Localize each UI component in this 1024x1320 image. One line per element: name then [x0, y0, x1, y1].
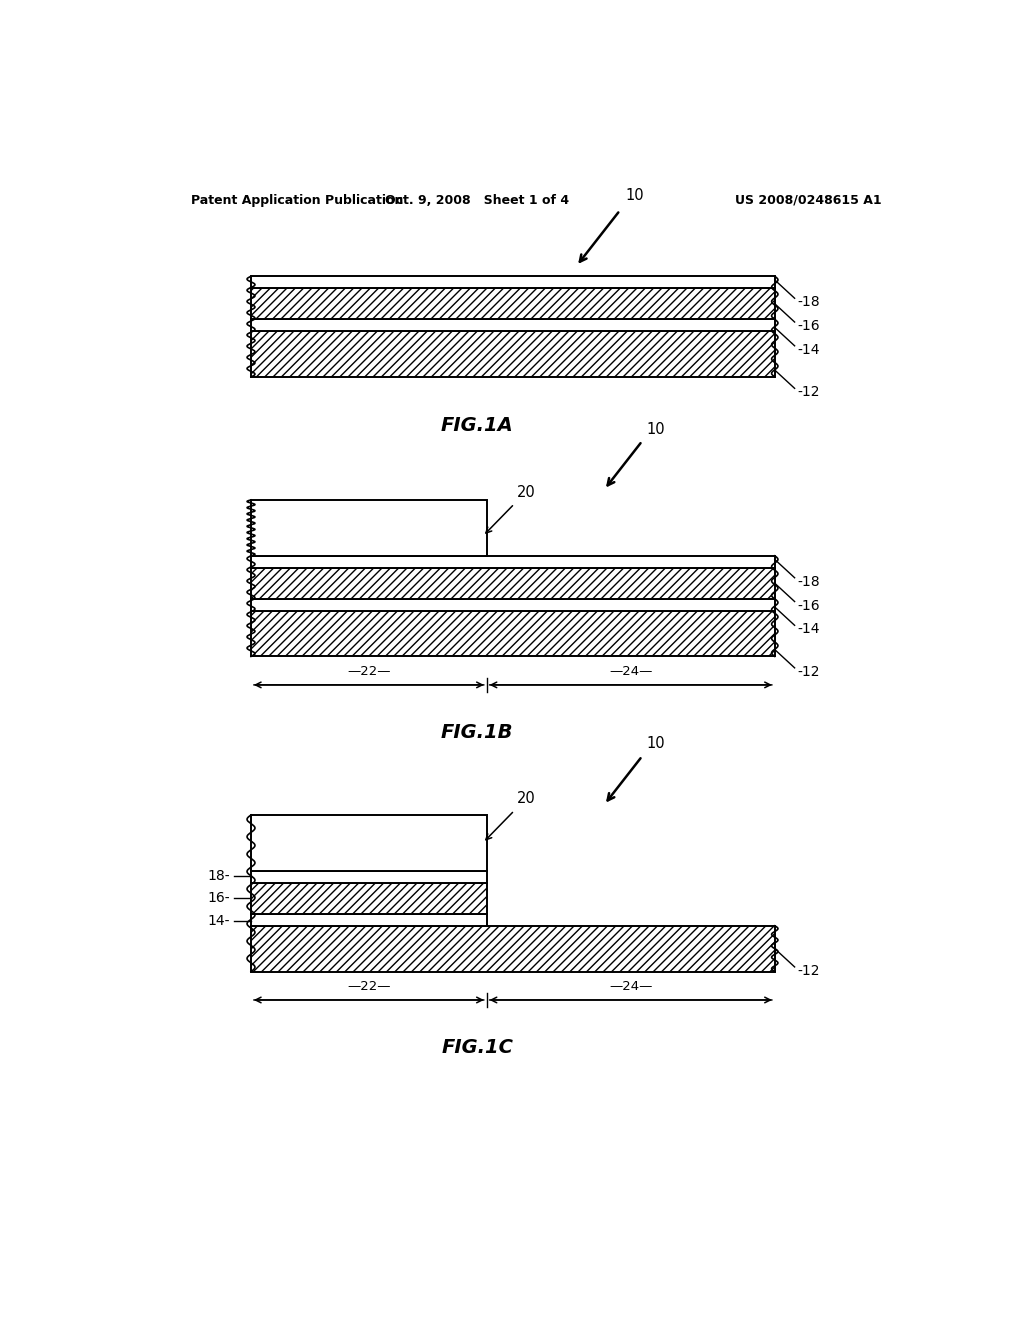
Text: -14: -14	[797, 623, 819, 636]
Text: 20: 20	[517, 484, 536, 500]
Bar	[251, 556, 775, 568]
Text: -14: -14	[797, 343, 819, 356]
Text: FIG.1C: FIG.1C	[441, 1038, 513, 1056]
Text: Oct. 9, 2008   Sheet 1 of 4: Oct. 9, 2008 Sheet 1 of 4	[385, 194, 569, 207]
Bar	[251, 568, 775, 598]
Text: —22—: —22—	[347, 979, 390, 993]
Text: Patent Application Publication: Patent Application Publication	[191, 194, 403, 207]
Bar	[251, 883, 486, 913]
Text: —24—: —24—	[609, 979, 652, 993]
Text: 18-: 18-	[207, 869, 229, 883]
Text: 16-: 16-	[207, 891, 229, 906]
Bar	[251, 871, 486, 883]
Text: US 2008/0248615 A1: US 2008/0248615 A1	[735, 194, 882, 207]
Text: FIG.1A: FIG.1A	[440, 416, 514, 434]
Bar	[251, 276, 775, 289]
Text: -18: -18	[797, 574, 819, 589]
Text: 14-: 14-	[207, 913, 229, 928]
Text: -16: -16	[797, 319, 819, 333]
Bar	[251, 925, 775, 972]
Bar	[251, 319, 775, 331]
Text: FIG.1B: FIG.1B	[441, 722, 513, 742]
Bar	[251, 331, 775, 378]
Text: -18: -18	[797, 296, 819, 309]
Bar	[251, 289, 775, 319]
Bar	[251, 598, 775, 611]
Text: —22—: —22—	[347, 665, 390, 677]
Bar	[251, 814, 486, 871]
Text: —24—: —24—	[609, 665, 652, 677]
Text: -16: -16	[797, 598, 819, 612]
Bar	[251, 913, 486, 925]
Text: -12: -12	[797, 385, 819, 400]
Text: 10: 10	[626, 189, 644, 203]
Text: -12: -12	[797, 964, 819, 978]
Text: -12: -12	[797, 665, 819, 678]
Text: 10: 10	[646, 422, 665, 437]
Text: 10: 10	[646, 737, 665, 751]
Bar	[251, 500, 486, 556]
Text: 20: 20	[517, 792, 536, 807]
Bar	[251, 611, 775, 656]
